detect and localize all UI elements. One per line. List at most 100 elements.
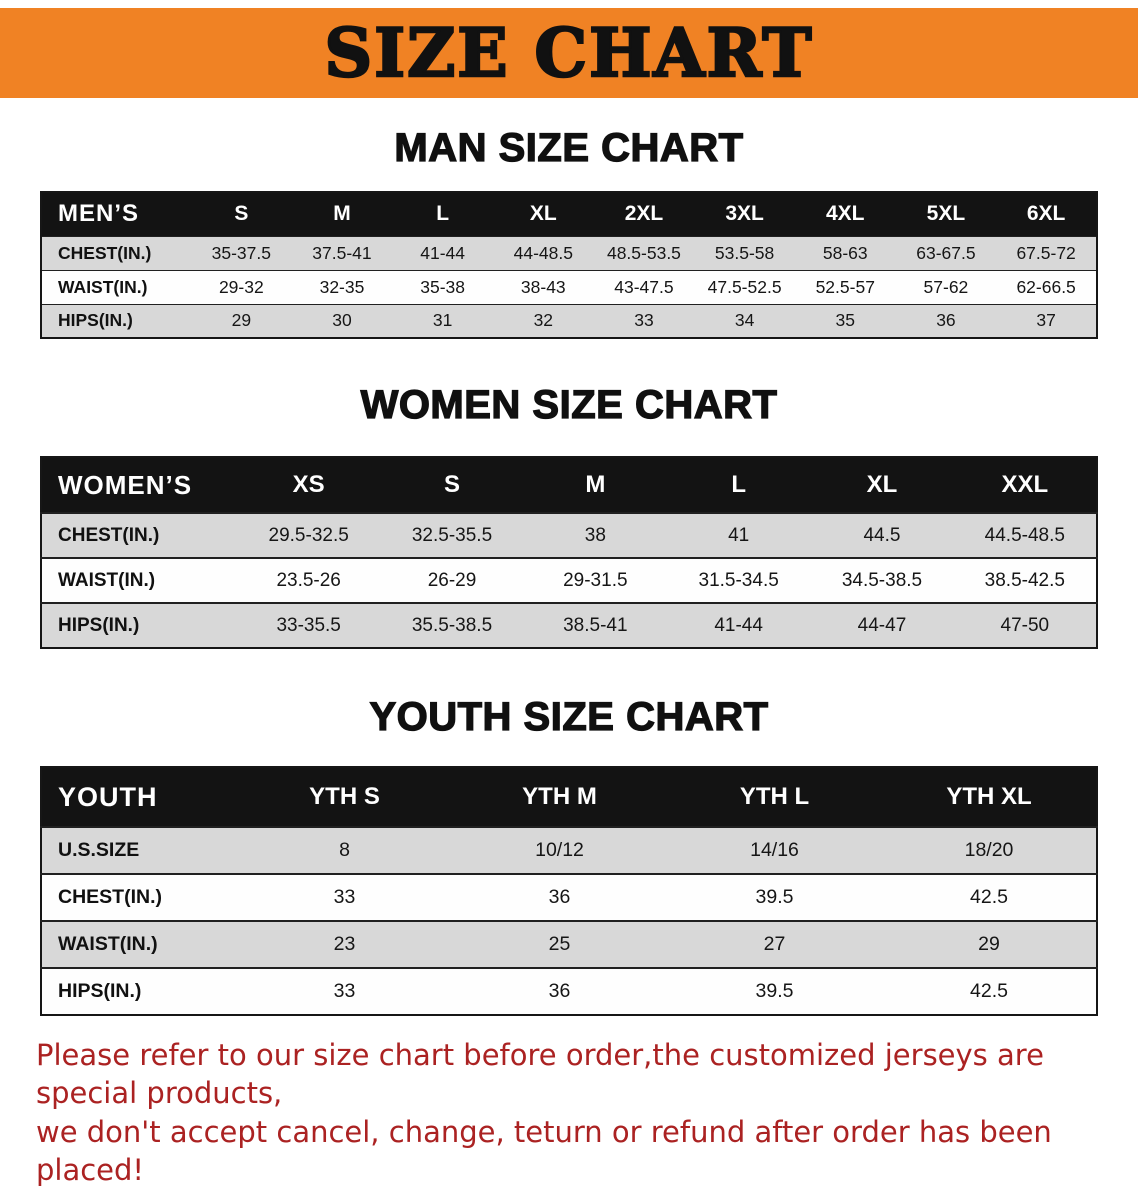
size-header-cell: 3XL	[694, 192, 795, 236]
size-header-cell: L	[392, 192, 493, 236]
size-header-cell: 5XL	[895, 192, 997, 236]
value-cell: 35-37.5	[211, 242, 271, 263]
value-cell: 37	[1036, 310, 1056, 331]
youth-size-section: YOUTH SIZE CHART YOUTH YTH S YTH M YTH L YTH…	[0, 694, 1138, 1016]
measurement-row: CHEST(IN.) 29.5-32.5 32.5-35.5 38 41 44.5 44.5…	[41, 513, 1097, 558]
table-header-row: WOMEN’S XS S M L XL XXL	[41, 457, 1097, 513]
value-cell: 29-31.5	[563, 569, 628, 591]
size-header-cell: M	[523, 457, 667, 513]
women-section-heading: WOMEN SIZE CHART	[360, 382, 778, 427]
row-label-cell: CHEST(IN.)	[58, 886, 162, 908]
value-cell: 44.5-48.5	[984, 524, 1065, 546]
men-size-table: MEN’S S M L XL 2XL 3XL 4XL 5XL 6XL CHEST(IN.) 35-37…	[40, 191, 1098, 339]
measurement-row: WAIST(IN.) 23.5-26 26-29 29-31.5 31.5-34.5 34…	[41, 558, 1097, 603]
value-cell: 27	[763, 933, 786, 955]
table-title-cell: WOMEN’S	[41, 457, 237, 513]
value-cell: 29.5-32.5	[268, 524, 349, 546]
men-size-section: MAN SIZE CHART MEN’S S M L XL 2XL 3XL 4XL 5XL 6XL…	[0, 125, 1138, 339]
size-header-cell: YTH M	[452, 767, 667, 827]
value-cell: 44.5	[863, 524, 901, 546]
value-cell: 38-43	[520, 276, 566, 297]
value-cell: 29	[978, 933, 1000, 955]
value-cell: 41	[728, 524, 750, 546]
value-cell: 67.5-72	[1016, 242, 1076, 263]
value-cell: 25	[548, 933, 571, 955]
size-header-cell: S	[380, 457, 524, 513]
value-cell: 31.5-34.5	[698, 569, 779, 591]
size-header-cell: 2XL	[593, 192, 695, 236]
table-header-row: MEN’S S M L XL 2XL 3XL 4XL 5XL 6XL	[41, 192, 1097, 236]
value-cell: 32	[533, 310, 554, 331]
value-cell: 41-44	[420, 242, 466, 263]
value-cell: 23	[333, 933, 356, 955]
footer-line-1: Please refer to our size chart before or…	[36, 1038, 1044, 1111]
size-header-cell: YTH S	[237, 767, 452, 827]
size-header-cell: XS	[237, 457, 381, 513]
value-cell: 33-35.5	[276, 614, 341, 636]
size-header-cell: S	[191, 192, 292, 236]
value-cell: 38	[584, 524, 606, 546]
measurement-row: CHEST(IN.) 33 36 39.5 42.5	[41, 874, 1097, 921]
footer-line-2: we don't accept cancel, change, teturn o…	[36, 1114, 1052, 1187]
measurement-row: HIPS(IN.) 33 36 39.5 42.5	[41, 968, 1097, 1015]
value-cell: 42.5	[970, 886, 1008, 908]
women-size-section: WOMEN SIZE CHART WOMEN’S XS S M L XL XXL CHEST(…	[0, 382, 1138, 649]
value-cell: 38.5-41	[563, 614, 628, 636]
value-cell: 44-47	[857, 614, 907, 636]
size-header-cell: XL	[810, 457, 954, 513]
measurement-row: U.S.SIZE 8 10/12 14/16 18/20	[41, 827, 1097, 874]
row-label-cell: WAIST(IN.)	[58, 276, 148, 297]
value-cell: 42.5	[970, 980, 1008, 1002]
row-label-cell: WAIST(IN.)	[58, 569, 156, 591]
value-cell: 34.5-38.5	[841, 569, 923, 591]
value-cell: 47.5-52.5	[707, 276, 782, 297]
value-cell: 32.5-35.5	[411, 524, 493, 546]
value-cell: 14/16	[750, 839, 799, 861]
measurement-row: HIPS(IN.) 29 30 31 32 33 34 35 36 37	[41, 304, 1097, 338]
youth-section-heading: YOUTH SIZE CHART	[369, 694, 769, 739]
value-cell: 35	[835, 310, 855, 331]
row-label-cell: CHEST(IN.)	[58, 242, 152, 263]
value-cell: 39.5	[755, 980, 794, 1002]
value-cell: 35.5-38.5	[411, 614, 493, 636]
size-header-cell: L	[666, 457, 811, 513]
value-cell: 26-29	[427, 569, 477, 591]
size-header-cell: 6XL	[996, 192, 1097, 236]
value-cell: 34	[734, 310, 755, 331]
value-cell: 33	[333, 980, 356, 1002]
men-section-heading: MAN SIZE CHART	[394, 125, 744, 170]
value-cell: 8	[339, 839, 350, 861]
value-cell: 36	[548, 886, 571, 908]
measurement-row: WAIST(IN.) 23 25 27 29	[41, 921, 1097, 968]
value-cell: 29-32	[218, 276, 264, 297]
size-header-cell: XXL	[953, 457, 1097, 513]
value-cell: 58-63	[822, 242, 868, 263]
value-cell: 57-62	[923, 276, 969, 297]
value-cell: 35-38	[420, 276, 466, 297]
value-cell: 53.5-58	[714, 242, 775, 263]
row-label-cell: U.S.SIZE	[58, 839, 140, 861]
table-title-cell: MEN’S	[41, 192, 191, 236]
footer-note: Please refer to our size chart before or…	[36, 1036, 1138, 1189]
row-label-cell: HIPS(IN.)	[58, 980, 142, 1002]
measurement-row: WAIST(IN.) 29-32 32-35 35-38 38-43 43-47.5 47.…	[41, 270, 1097, 304]
value-cell: 62-66.5	[1016, 276, 1076, 297]
value-cell: 39.5	[755, 886, 794, 908]
value-cell: 43-47.5	[614, 276, 674, 297]
women-size-table: WOMEN’S XS S M L XL XXL CHEST(IN.) 29.5-32.5 32.5…	[40, 456, 1098, 649]
value-cell: 41-44	[714, 614, 763, 636]
page-title: SIZE CHART	[323, 14, 814, 92]
value-cell: 30	[332, 310, 352, 331]
size-header-cell: XL	[492, 192, 594, 236]
table-header-row: YOUTH YTH S YTH M YTH L YTH XL	[41, 767, 1097, 827]
size-header-cell: YTH L	[667, 767, 882, 827]
value-cell: 63-67.5	[916, 242, 976, 263]
measurement-row: HIPS(IN.) 33-35.5 35.5-38.5 38.5-41 41-44 44-…	[41, 603, 1097, 648]
size-header-cell: M	[291, 192, 393, 236]
row-label-cell: CHEST(IN.)	[58, 524, 160, 546]
table-title-cell: YOUTH	[41, 767, 237, 827]
row-label-cell: HIPS(IN.)	[58, 614, 140, 636]
measurement-row: CHEST(IN.) 35-37.5 37.5-41 41-44 44-48.5 48.5…	[41, 236, 1097, 270]
value-cell: 29	[231, 310, 252, 331]
value-cell: 37.5-41	[312, 242, 372, 263]
